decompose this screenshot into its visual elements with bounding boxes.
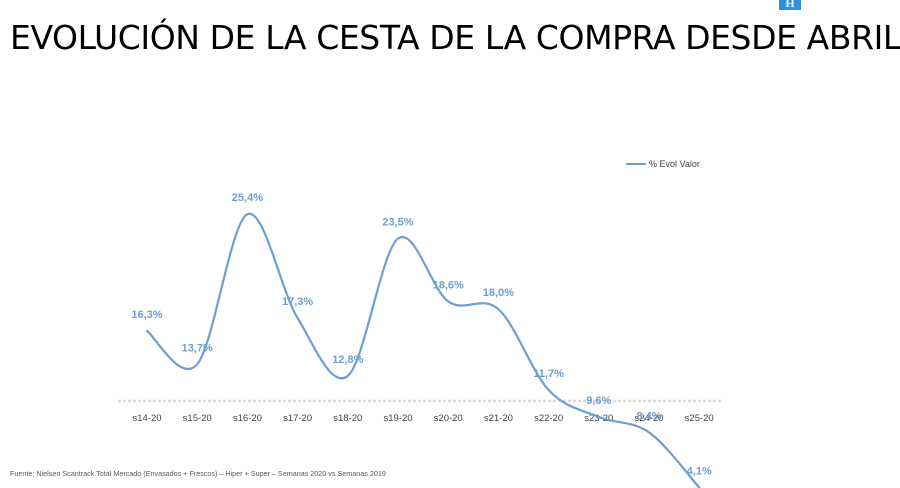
page-title: EVOLUCIÓN DE LA CESTA DE LA COMPRA DESDE… <box>10 18 900 57</box>
data-label: 17,3% <box>282 296 313 308</box>
x-tick-label: s17-20 <box>283 413 312 424</box>
source-note: Fuente: Nielsen Scantrack Total Mercado … <box>10 469 386 478</box>
x-tick-label: s24-20 <box>634 413 663 424</box>
data-label: 11,7% <box>533 368 564 380</box>
data-label: 25,4% <box>232 192 263 204</box>
data-label: 18,0% <box>483 287 514 299</box>
x-tick-label: s21-20 <box>484 413 513 424</box>
x-tick-label: s20-20 <box>434 413 463 424</box>
x-tick-label: s15-20 <box>183 413 212 424</box>
brand-logo: H <box>779 0 801 10</box>
data-label: 18,6% <box>433 279 464 291</box>
data-label: 13,7% <box>182 342 213 354</box>
data-label: 16,3% <box>131 309 162 321</box>
x-tick-label: s22-20 <box>534 413 563 424</box>
x-tick-label: s18-20 <box>333 413 362 424</box>
data-label: 9,6% <box>586 395 611 407</box>
x-tick-label: s23-20 <box>584 413 613 424</box>
x-tick-label: s14-20 <box>132 413 161 424</box>
x-tick-label: s25-20 <box>685 413 714 424</box>
data-label: 4,1% <box>687 465 712 477</box>
data-label: 8,4% <box>636 410 661 422</box>
series-line-evol-valor <box>145 213 701 488</box>
data-label: 12,8% <box>332 354 363 366</box>
x-tick-label: s16-20 <box>233 413 262 424</box>
x-tick-label: s19-20 <box>383 413 412 424</box>
data-label: 23,5% <box>382 217 413 229</box>
legend-label: % Evol Valor <box>649 159 700 169</box>
